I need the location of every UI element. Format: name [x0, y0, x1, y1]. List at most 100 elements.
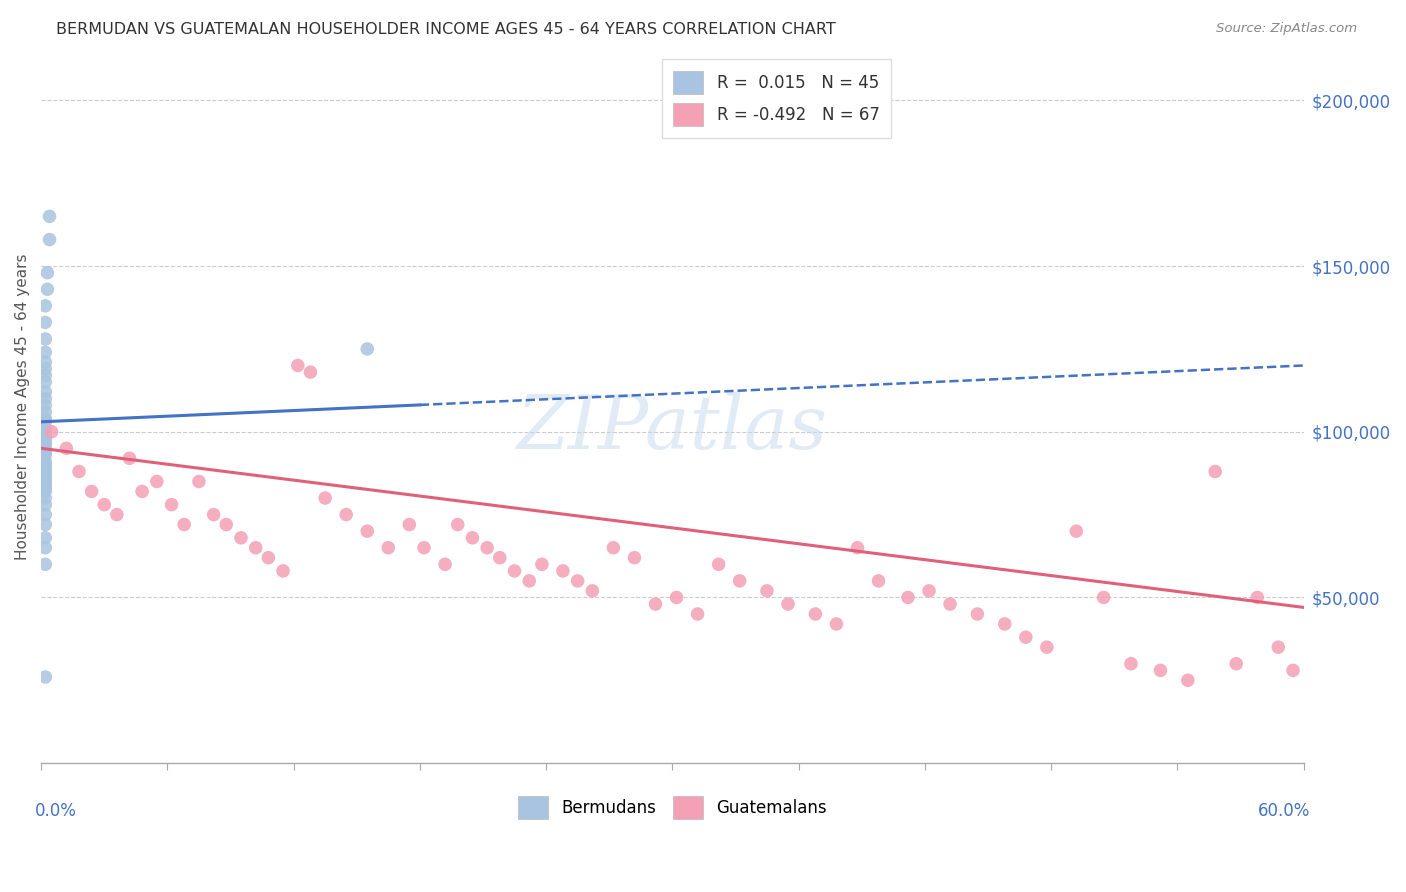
Point [215, 517, 238, 532]
Point [34, 411, 56, 425]
Point [34, 465, 56, 479]
Point [34, 670, 56, 684]
Point [34, 361, 56, 376]
Point [287, 359, 309, 373]
Point [34, 442, 56, 456]
Point [34, 531, 56, 545]
Point [413, 541, 436, 555]
Point [80, 484, 103, 499]
Point [1066, 524, 1088, 538]
Point [160, 498, 183, 512]
Point [34, 428, 56, 442]
Point [1246, 591, 1268, 605]
Point [187, 475, 209, 489]
Point [868, 574, 890, 588]
Point [825, 616, 848, 631]
Point [1267, 640, 1289, 655]
Point [623, 550, 645, 565]
Point [37, 266, 59, 280]
Point [686, 607, 709, 621]
Point [34, 368, 56, 383]
Point [1282, 664, 1305, 678]
Point [245, 541, 267, 555]
Point [517, 574, 540, 588]
Legend: Bermudans, Guatemalans: Bermudans, Guatemalans [512, 789, 834, 826]
Point [377, 541, 399, 555]
Point [105, 508, 128, 522]
Point [488, 550, 510, 565]
Text: 0.0%: 0.0% [35, 802, 77, 821]
Point [34, 345, 56, 359]
Point [41, 425, 63, 439]
Point [335, 508, 357, 522]
Point [1015, 630, 1038, 644]
Point [93, 498, 115, 512]
Point [34, 392, 56, 406]
Point [34, 477, 56, 491]
Point [34, 475, 56, 489]
Point [271, 564, 294, 578]
Point [34, 448, 56, 462]
Point [257, 550, 280, 565]
Point [434, 558, 457, 572]
Point [1036, 640, 1059, 655]
Point [461, 531, 484, 545]
Point [1177, 673, 1199, 688]
Point [229, 531, 252, 545]
Point [567, 574, 589, 588]
Text: BERMUDAN VS GUATEMALAN HOUSEHOLDER INCOME AGES 45 - 64 YEARS CORRELATION CHART: BERMUDAN VS GUATEMALAN HOUSEHOLDER INCOM… [56, 22, 837, 37]
Point [34, 415, 56, 429]
Point [34, 498, 56, 512]
Point [356, 342, 378, 356]
Point [475, 541, 498, 555]
Point [34, 467, 56, 482]
Point [34, 558, 56, 572]
Point [131, 484, 153, 499]
Point [34, 425, 56, 439]
Point [34, 484, 56, 499]
Point [776, 597, 799, 611]
Point [34, 438, 56, 452]
Point [1119, 657, 1142, 671]
Point [846, 541, 869, 555]
Point [356, 524, 378, 538]
Point [728, 574, 751, 588]
Point [918, 583, 941, 598]
Point [34, 405, 56, 419]
Point [34, 375, 56, 389]
Point [34, 315, 56, 329]
Point [34, 461, 56, 475]
Point [644, 597, 666, 611]
Point [581, 583, 603, 598]
Point [34, 299, 56, 313]
Point [1149, 664, 1171, 678]
Point [146, 475, 169, 489]
Point [447, 517, 470, 532]
Point [34, 444, 56, 458]
Point [34, 421, 56, 435]
Point [34, 454, 56, 468]
Text: ZIPatlas: ZIPatlas [517, 392, 828, 465]
Point [34, 398, 56, 412]
Point [34, 458, 56, 472]
Point [34, 355, 56, 369]
Point [1092, 591, 1115, 605]
Point [55, 442, 77, 456]
Point [299, 365, 322, 379]
Point [34, 541, 56, 555]
Point [202, 508, 225, 522]
Point [314, 491, 336, 505]
Point [707, 558, 730, 572]
Point [804, 607, 827, 621]
Point [34, 431, 56, 445]
Point [602, 541, 624, 555]
Point [118, 451, 141, 466]
Point [34, 517, 56, 532]
Point [173, 517, 195, 532]
Point [1204, 465, 1226, 479]
Point [966, 607, 988, 621]
Point [34, 491, 56, 505]
Point [398, 517, 420, 532]
Point [37, 282, 59, 296]
Text: 60.0%: 60.0% [1257, 802, 1310, 821]
